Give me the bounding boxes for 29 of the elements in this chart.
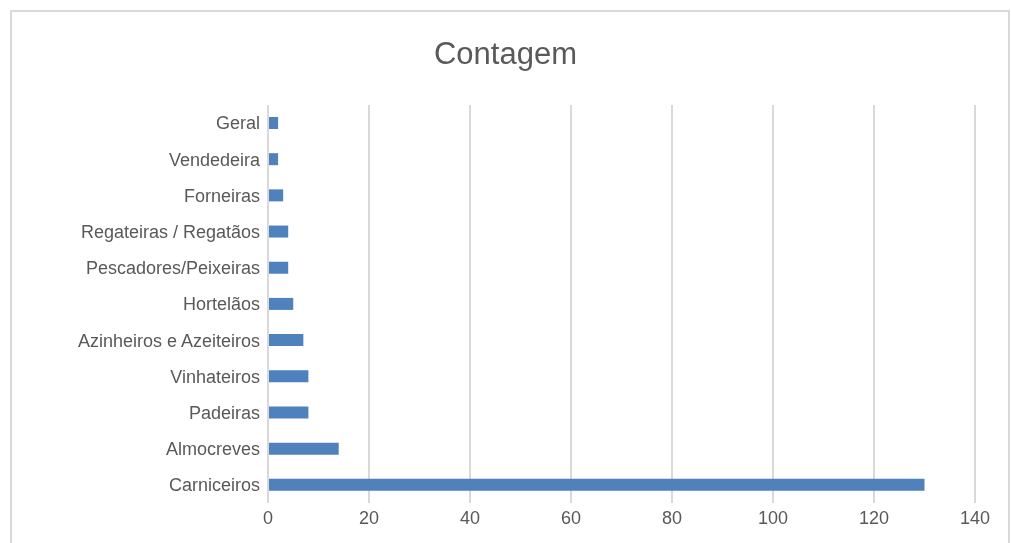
x-tick-label: 120 [858,507,890,528]
y-tick-label: Hortelãos [182,294,260,315]
bar [268,406,309,419]
y-tick-label: Vendedeira [168,149,261,170]
bar [268,225,289,238]
x-tick-label: 80 [661,507,683,528]
bar [268,370,309,383]
y-tick-label: Padeiras [188,402,260,423]
bar [268,442,339,455]
x-tick-label: 40 [459,507,481,528]
y-tick-label: Azinheiros e Azeiteiros [77,330,260,351]
y-tick-label: Regateiras / Regatãos [80,222,260,243]
y-tick-label: Forneiras [183,185,260,206]
x-tick-label: 100 [757,507,789,528]
x-tick-label: 20 [358,507,380,528]
chart-title: Contagem [433,36,578,72]
x-tick-label: 0 [262,507,274,528]
bar [268,478,925,491]
bar [268,261,289,274]
bar [268,189,284,202]
x-tick-label: 140 [959,507,991,528]
y-tick-label: Carniceiros [168,475,260,496]
bar [268,334,304,347]
y-tick-label: Vinhateiros [170,366,260,387]
y-tick-label: Almocreves [165,439,260,460]
y-tick-label: Geral [215,113,260,134]
bar [268,297,294,310]
y-tick-label: Pescadores/Peixeiras [85,258,260,279]
x-tick-label: 60 [560,507,582,528]
